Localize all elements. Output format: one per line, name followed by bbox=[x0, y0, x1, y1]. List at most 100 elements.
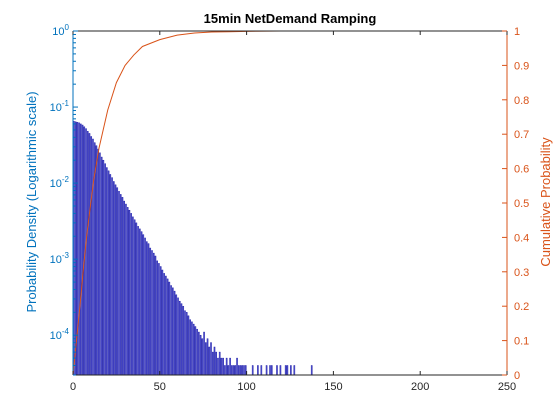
histogram-bar bbox=[114, 184, 117, 376]
histogram-bar bbox=[175, 294, 178, 376]
histogram-bar bbox=[178, 300, 181, 376]
histogram-bar bbox=[185, 312, 188, 376]
histogram-bar bbox=[109, 174, 112, 376]
histogram-bar bbox=[276, 365, 278, 376]
histogram-bar bbox=[218, 351, 221, 376]
histogram-bar bbox=[269, 365, 271, 376]
y-axis-left-label: Probability Density (Logarithmic scale) bbox=[24, 91, 39, 312]
y-right-tick-label: 0.6 bbox=[514, 164, 529, 176]
histogram-bar bbox=[205, 342, 207, 376]
y-right-tick-label: 0.8 bbox=[514, 95, 529, 107]
histogram-bar bbox=[139, 228, 141, 376]
y-right-tick-label: 0.9 bbox=[514, 60, 529, 72]
histogram-bar bbox=[151, 250, 153, 376]
histogram-bar bbox=[85, 128, 87, 376]
y-right-tick-label: 0.3 bbox=[514, 267, 529, 279]
histogram-bar bbox=[104, 163, 106, 376]
histogram-bar bbox=[113, 181, 115, 376]
histogram-bar bbox=[251, 365, 254, 376]
y-left-tick-label: 10-2 bbox=[50, 175, 70, 190]
histogram-bar bbox=[83, 126, 86, 376]
histogram-bar bbox=[222, 357, 224, 376]
histogram-bar bbox=[92, 138, 94, 376]
histogram-bar bbox=[133, 219, 136, 376]
histogram-bar bbox=[279, 365, 282, 376]
histogram-bar bbox=[191, 321, 193, 376]
histogram-bar bbox=[265, 365, 268, 376]
y-axis-right-label: Cumulative Probability bbox=[538, 137, 553, 267]
histogram-bar bbox=[168, 281, 171, 376]
x-tick-label: 50 bbox=[154, 381, 166, 393]
histogram-bar bbox=[90, 136, 93, 376]
histogram-bar bbox=[211, 351, 214, 376]
histogram-bar bbox=[97, 148, 99, 376]
histogram-bar bbox=[201, 338, 204, 376]
histogram-bar bbox=[161, 269, 164, 376]
y-right-tick-label: 0.7 bbox=[514, 129, 529, 141]
histogram-bar bbox=[231, 365, 233, 376]
histogram-bar bbox=[257, 365, 259, 376]
histogram-bar bbox=[192, 323, 195, 376]
x-tick-label: 100 bbox=[237, 381, 255, 393]
y-right-tick-label: 0.1 bbox=[514, 336, 529, 348]
histogram-bar bbox=[145, 241, 148, 376]
histogram-bar bbox=[310, 365, 313, 376]
histogram-bar bbox=[172, 287, 174, 376]
histogram-bar bbox=[184, 310, 186, 376]
histogram-bar bbox=[100, 156, 103, 376]
histogram-bar bbox=[137, 226, 139, 376]
histogram-bar bbox=[290, 365, 292, 376]
histogram-bar bbox=[270, 365, 273, 376]
histogram-bar bbox=[88, 133, 91, 376]
histogram-bar bbox=[215, 351, 218, 376]
histogram-bar bbox=[206, 338, 209, 376]
histogram-bar bbox=[284, 365, 287, 376]
histogram-bar bbox=[196, 328, 198, 376]
histogram-bar bbox=[243, 365, 245, 376]
x-tick-label: 200 bbox=[411, 381, 429, 393]
histogram-bar bbox=[229, 357, 231, 376]
histogram-bar bbox=[194, 326, 197, 376]
y-right-tick-label: 0.5 bbox=[514, 198, 529, 210]
y-left-tick-label: 10-4 bbox=[50, 327, 70, 342]
y-right-tick-label: 0 bbox=[514, 370, 520, 382]
histogram-bar bbox=[130, 213, 132, 376]
histogram-bar bbox=[224, 365, 226, 376]
histogram-bar bbox=[238, 365, 240, 376]
histogram-bar bbox=[165, 275, 167, 376]
histogram-bar bbox=[236, 357, 238, 376]
histogram-bar bbox=[199, 334, 202, 376]
histogram-bar bbox=[166, 278, 169, 376]
histogram-bar bbox=[111, 177, 113, 376]
x-tick-label: 250 bbox=[498, 381, 516, 393]
histogram-bar bbox=[149, 247, 152, 376]
histogram-bar bbox=[132, 216, 134, 376]
histogram-bar bbox=[80, 123, 82, 376]
cumulative-probability-line bbox=[72, 30, 334, 376]
histogram-bar bbox=[78, 122, 80, 376]
histogram-bar bbox=[159, 266, 162, 376]
histogram-bar bbox=[177, 297, 179, 376]
histogram-bar bbox=[106, 167, 108, 376]
histogram-bar bbox=[213, 346, 216, 376]
histogram-bar bbox=[116, 187, 119, 376]
histogram-bar bbox=[147, 243, 150, 376]
histogram-bar bbox=[260, 365, 263, 376]
histogram-bar bbox=[102, 159, 105, 376]
histogram-bar bbox=[293, 365, 296, 376]
y-right-tick-label: 0.4 bbox=[514, 232, 529, 244]
histogram-bar bbox=[154, 255, 157, 376]
histogram-bar bbox=[173, 290, 176, 376]
histogram-bar bbox=[121, 197, 124, 376]
histogram-bar bbox=[126, 207, 129, 376]
histogram-bar bbox=[152, 252, 155, 376]
x-tick-label: 150 bbox=[324, 381, 342, 393]
histogram-bar bbox=[118, 191, 120, 376]
histogram-bar bbox=[203, 331, 205, 376]
histogram-bar bbox=[208, 346, 211, 376]
histogram-bar bbox=[225, 357, 228, 376]
histogram-bar bbox=[198, 331, 200, 376]
histogram-bar bbox=[217, 357, 219, 376]
histogram-bar bbox=[107, 170, 110, 376]
